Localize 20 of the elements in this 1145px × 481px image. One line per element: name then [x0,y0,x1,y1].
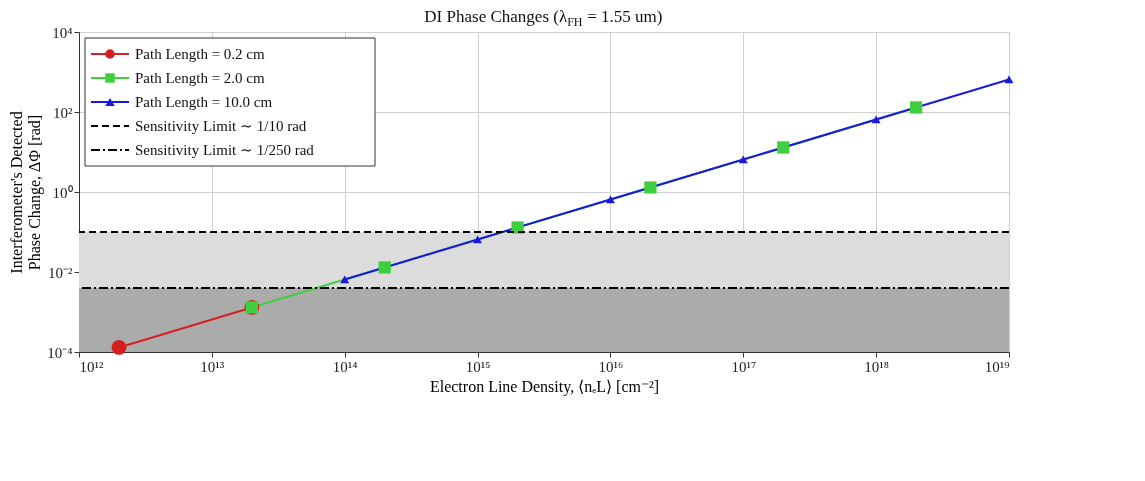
x-axis-title: Electron Line Density, ⟨nₑL⟩ [cm⁻²] [429,377,660,396]
x-tick-label: 10¹⁹ [984,358,1010,375]
y-axis-title: Interferometer's Detected Phase Change, ΔΦ [rad] [8,111,45,274]
y-tick-label: 10⁻⁴ [47,344,73,361]
y-tick-label: 10⁰ [52,184,73,201]
x-tick-label: 10¹⁶ [598,358,624,375]
x-tick-label: 10¹³ [200,358,225,375]
legend-label: Sensitivity Limit ∼ 1/10 rad [135,118,307,134]
x-tick-label: 10¹⁷ [731,358,757,375]
legend-label: Path Length = 0.2 cm [135,46,266,62]
x-tick-label: 10¹⁵ [465,358,491,375]
y-tick-label: 10² [53,104,73,121]
legend-label: Path Length = 10.0 cm [135,94,273,110]
legend-label: Path Length = 2.0 cm [135,70,266,86]
y-tick-label: 10⁴ [52,24,73,41]
x-tick-label: 10¹⁸ [864,358,890,375]
x-tick-label: 10¹² [79,358,104,375]
y-tick-label: 10⁻² [48,264,73,281]
legend-label: Sensitivity Limit ∼ 1/250 rad [135,142,315,158]
x-tick-label: 10¹⁴ [332,358,358,375]
